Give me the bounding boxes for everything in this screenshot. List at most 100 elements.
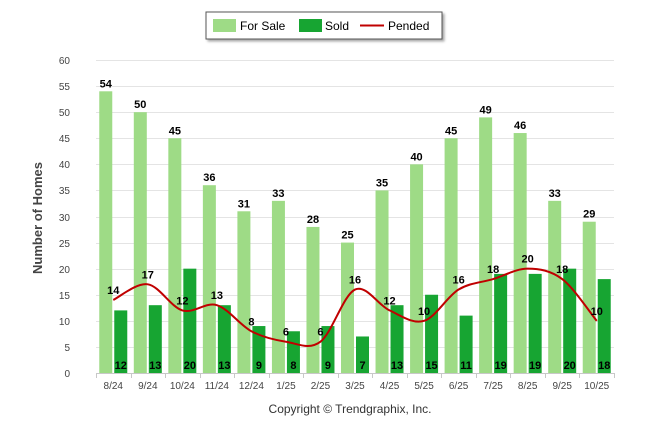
data-label-pended: 16 <box>349 275 361 287</box>
y-tick-label: 40 <box>59 160 71 171</box>
bar-sold <box>494 273 508 373</box>
bar-sold <box>390 305 404 373</box>
data-label-sold: 19 <box>529 360 541 372</box>
bar-sold <box>148 305 162 373</box>
grid-lines <box>96 60 614 374</box>
data-label-sold: 11 <box>460 360 472 372</box>
y-axis-ticks: 0 5 10 15 20 25 30 35 40 45 50 55 60 <box>59 56 71 380</box>
x-tick-label: 2/25 <box>311 381 331 392</box>
bar-for-sale <box>341 242 354 373</box>
x-tick-label: 1/25 <box>276 381 296 392</box>
data-label-sold: 9 <box>256 360 262 372</box>
x-tick-label: 12/24 <box>239 381 264 392</box>
bar-for-sale <box>237 211 251 373</box>
legend-label-for-sale: For Sale <box>240 19 286 33</box>
bar-for-sale <box>444 138 458 373</box>
legend-label-sold: Sold <box>325 19 349 33</box>
bar-for-sale <box>133 112 147 374</box>
x-tick-label: 7/25 <box>483 381 503 392</box>
data-label-pended: 10 <box>591 306 603 318</box>
y-tick-label: 15 <box>59 291 71 302</box>
bar-for-sale <box>168 138 182 373</box>
y-tick-label: 0 <box>64 369 70 380</box>
x-tick-label: 10/24 <box>170 381 195 392</box>
data-label-for-sale: 54 <box>100 78 113 90</box>
legend-item-sold[interactable]: Sold <box>299 19 349 33</box>
data-label-for-sale: 50 <box>134 99 146 111</box>
legend-label-pended: Pended <box>388 19 429 33</box>
y-tick-label: 30 <box>59 213 71 224</box>
data-label-sold: 13 <box>218 360 230 372</box>
y-tick-label: 55 <box>59 82 71 93</box>
data-label-for-sale: 33 <box>549 188 561 200</box>
data-label-sold: 20 <box>184 360 196 372</box>
legend-box <box>205 11 443 40</box>
data-label-for-sale: 35 <box>376 177 388 189</box>
bar-for-sale <box>271 200 285 373</box>
data-label-pended: 17 <box>142 269 154 281</box>
pended-series <box>112 267 598 347</box>
legend-swatch-for-sale <box>213 19 236 32</box>
x-tick-label: 8/25 <box>518 381 538 392</box>
legend: For Sale Sold Pended <box>205 11 443 40</box>
bar-sold <box>252 326 266 373</box>
data-label-for-sale: 40 <box>410 151 422 163</box>
data-label-sold: 7 <box>359 360 365 372</box>
x-tick-label: 3/25 <box>345 381 365 392</box>
y-tick-label: 25 <box>59 239 71 250</box>
x-tick-label: 5/25 <box>414 381 434 392</box>
data-label-for-sale: 49 <box>480 104 492 116</box>
data-label-pended: 10 <box>418 306 430 318</box>
data-label-for-sale: 46 <box>514 120 526 132</box>
x-tick-label: 11/24 <box>205 381 230 392</box>
y-tick-label: 5 <box>64 343 70 354</box>
legend-swatch-sold <box>299 19 322 32</box>
data-label-pended: 12 <box>383 295 395 307</box>
data-label-pended: 14 <box>107 285 120 297</box>
y-tick-label: 10 <box>59 317 71 328</box>
bar-for-sale <box>410 164 424 373</box>
bar-for-sale <box>306 226 320 373</box>
x-tick-label: 10/25 <box>584 381 609 392</box>
data-label-sold: 18 <box>598 360 610 372</box>
data-label-for-sale: 31 <box>238 198 250 210</box>
bar-for-sale <box>513 133 527 373</box>
data-label-sold: 20 <box>564 360 576 372</box>
data-label-for-sale: 29 <box>583 209 595 221</box>
y-axis-title: Number of Homes <box>30 162 45 274</box>
bar-for-sale <box>582 221 596 373</box>
y-tick-label: 60 <box>59 56 71 67</box>
bar-sold <box>114 310 128 373</box>
data-label-for-sale: 36 <box>203 172 215 184</box>
y-tick-label: 50 <box>59 108 71 119</box>
data-label-pended: 20 <box>522 254 534 266</box>
bar-sold <box>183 268 197 373</box>
x-tick-label: 9/24 <box>138 381 158 392</box>
bar-sold <box>597 279 611 373</box>
data-label-sold: 19 <box>495 360 507 372</box>
data-label-for-sale: 25 <box>341 230 353 242</box>
bar-sold <box>528 273 542 373</box>
bar-for-sale <box>375 190 389 373</box>
data-label-pended: 18 <box>487 264 499 276</box>
data-label-pended: 8 <box>248 316 254 328</box>
data-label-for-sale: 28 <box>307 214 319 226</box>
legend-item-for-sale[interactable]: For Sale <box>213 19 286 33</box>
data-label-pended: 18 <box>556 264 568 276</box>
data-label-for-sale: 45 <box>445 125 457 137</box>
bar-for-sale <box>479 117 493 373</box>
data-label-pended: 6 <box>317 327 323 339</box>
data-label-for-sale: 45 <box>169 125 181 137</box>
bar-for-sale <box>99 91 113 374</box>
legend-item-pended[interactable]: Pended <box>360 19 429 33</box>
bar-sold <box>356 336 369 373</box>
data-label-sold: 13 <box>391 360 403 372</box>
bar-sold <box>563 268 577 373</box>
bar-for-sale <box>548 200 562 373</box>
data-label-pended: 16 <box>452 275 464 287</box>
copyright-text: Copyright © Trendgraphix, Inc. <box>269 402 432 416</box>
pended-line <box>112 267 598 347</box>
data-label-pended: 12 <box>176 295 188 307</box>
